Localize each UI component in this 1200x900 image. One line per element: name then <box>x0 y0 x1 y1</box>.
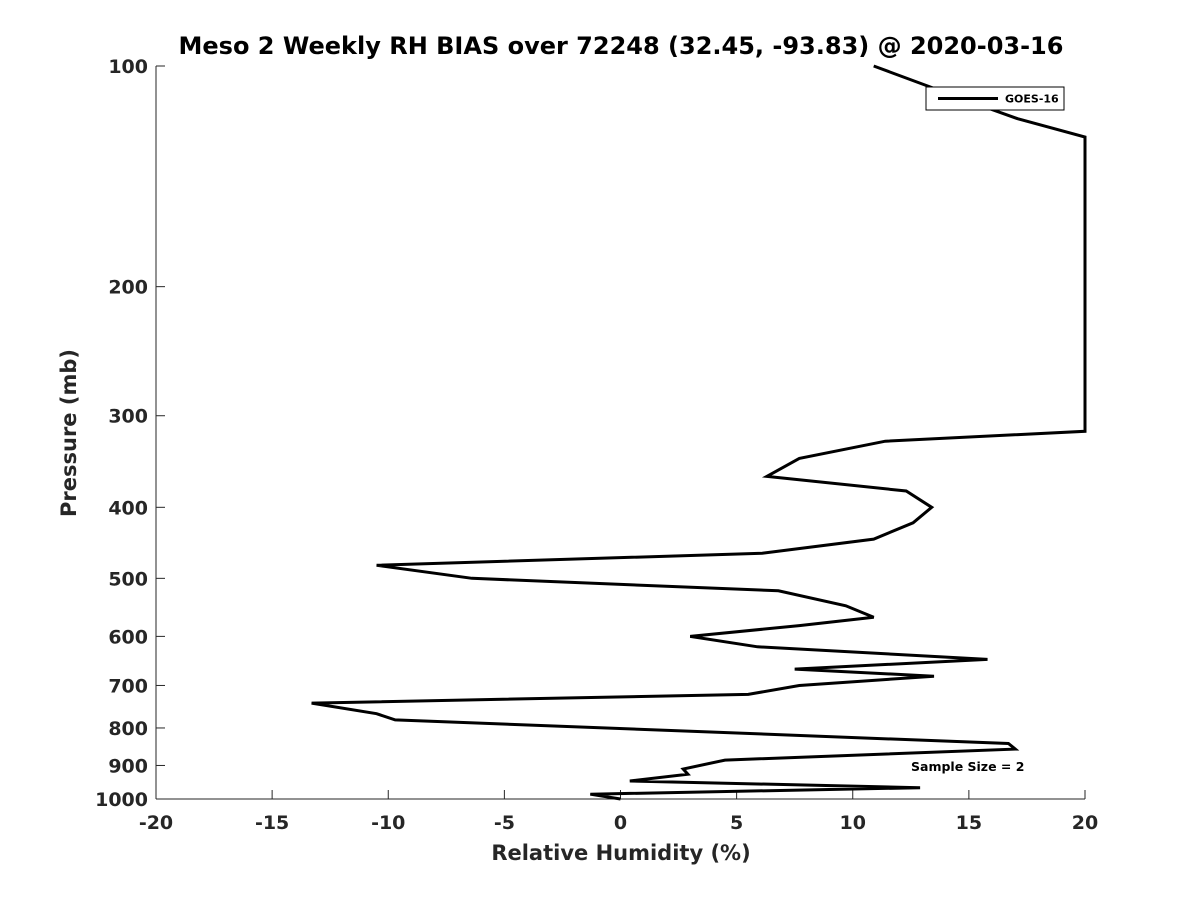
x-tick-label: -15 <box>255 812 289 834</box>
x-tick-label: 10 <box>840 812 866 834</box>
axes <box>155 66 1085 800</box>
x-axis-label: Relative Humidity (%) <box>491 841 750 865</box>
y-tick-label: 100 <box>108 56 148 78</box>
legend: GOES-16 <box>925 86 1065 111</box>
x-tick-label: 15 <box>956 812 982 834</box>
y-tick-label: 900 <box>108 755 148 777</box>
sample-size-annotation: Sample Size = 2 <box>911 759 1024 774</box>
series-line-goes-16 <box>311 64 1087 801</box>
x-tick-label: -10 <box>371 812 405 834</box>
y-tick-label: 300 <box>108 406 148 428</box>
x-ticks: -20 -15 -10 -5 0 5 10 15 20 <box>139 790 1098 834</box>
y-tick-label: 500 <box>108 568 148 590</box>
y-axis-label: Pressure (mb) <box>57 349 81 517</box>
y-tick-label: 800 <box>108 718 148 740</box>
x-tick-label: -5 <box>494 812 515 834</box>
y-tick-label: 600 <box>108 626 148 648</box>
x-tick-label: -20 <box>139 812 173 834</box>
chart-title: Meso 2 Weekly RH BIAS over 72248 (32.45,… <box>179 32 1064 60</box>
plot-area <box>311 64 1087 801</box>
y-ticks: 100 200 300 400 500 600 700 800 900 1000 <box>95 56 165 811</box>
y-tick-label: 200 <box>108 277 148 299</box>
y-tick-label: 700 <box>108 675 148 697</box>
legend-label: GOES-16 <box>1005 93 1059 106</box>
x-tick-label: 20 <box>1072 812 1098 834</box>
y-tick-label: 1000 <box>95 789 148 811</box>
y-tick-label: 400 <box>108 497 148 519</box>
x-tick-label: 5 <box>730 812 743 834</box>
x-tick-label: 0 <box>614 812 627 834</box>
